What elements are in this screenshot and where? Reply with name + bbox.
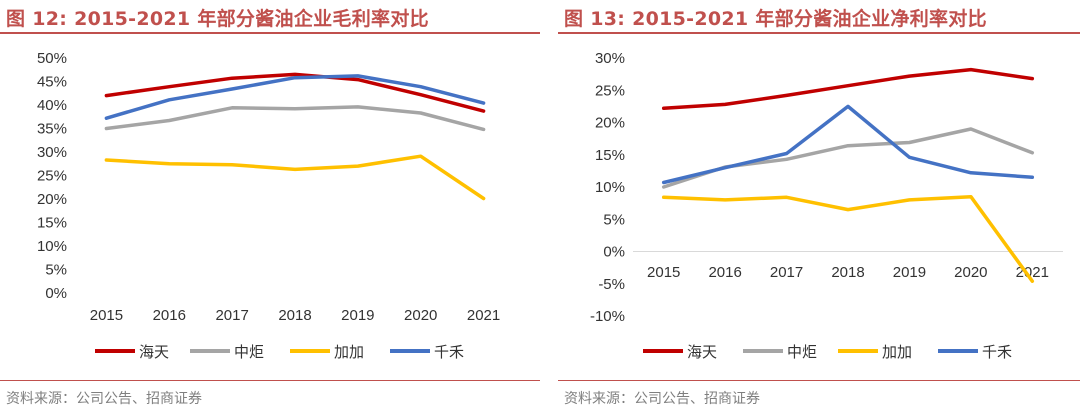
x-tick-label: 2018 — [278, 307, 311, 324]
x-tick-label: 2015 — [90, 307, 123, 324]
legend-label: 中炬 — [234, 343, 264, 361]
y-tick-label: 25% — [595, 82, 625, 99]
series-line-1 — [661, 67, 1035, 111]
series-line-2 — [661, 127, 1035, 189]
x-tick-label: 2020 — [404, 307, 437, 324]
legend-label: 海天 — [687, 343, 717, 361]
gross-margin-chart: 0% 5% 10% 15% 20% 25% 30% 35% 40% 45% 50% 2015 2016 2… — [37, 50, 500, 361]
y-tick-label: 20% — [595, 115, 625, 132]
y-tick-label: -10% — [590, 308, 625, 325]
net-margin-chart: -10% -5% 0% 5% 10% 15% 20% 25% 30% 2015 2016 2017 20… — [590, 50, 1063, 361]
y-tick-label: -5% — [598, 276, 625, 293]
x-tick-label: 2016 — [708, 264, 741, 281]
title-divider — [558, 32, 1080, 34]
y-tick-label: 35% — [37, 121, 67, 138]
source-divider — [0, 380, 540, 381]
y-tick-label: 0% — [45, 285, 67, 302]
y-tick-label: 30% — [37, 144, 67, 161]
chart-title: 图 13: 2015-2021 年部分酱油企业净利率对比 — [564, 8, 987, 30]
legend-label: 海天 — [139, 343, 169, 361]
y-tick-label: 10% — [37, 238, 67, 255]
chart-title: 图 12: 2015-2021 年部分酱油企业毛利率对比 — [6, 8, 429, 30]
legend-label: 中炬 — [787, 343, 817, 361]
y-tick-label: 5% — [603, 211, 625, 228]
x-tick-label: 2018 — [831, 264, 864, 281]
series-line-3 — [661, 194, 1035, 283]
legend-label: 千禾 — [982, 343, 1012, 361]
legend-label: 加加 — [882, 343, 912, 361]
y-tick-label: 0% — [603, 244, 625, 261]
y-tick-label: 30% — [595, 50, 625, 67]
x-tick-label: 2017 — [770, 264, 803, 281]
y-tick-label: 20% — [37, 191, 67, 208]
chart-panel-gross-margin: 图 12: 2015-2021 年部分酱油企业毛利率对比 0% 5% 10% 15% 2… — [0, 8, 540, 407]
x-tick-label: 2021 — [467, 307, 500, 324]
source-note: 资料来源：公司公告、招商证券 — [564, 391, 760, 407]
x-tick-label: 2015 — [647, 264, 680, 281]
x-tick-label: 2019 — [341, 307, 374, 324]
x-tick-label: 2017 — [215, 307, 248, 324]
y-tick-label: 15% — [37, 215, 67, 232]
y-tick-label: 50% — [37, 50, 67, 67]
y-tick-label: 45% — [37, 74, 67, 91]
y-tick-label: 25% — [37, 168, 67, 185]
series-line-4 — [661, 104, 1035, 185]
series-line-3 — [104, 154, 486, 201]
series-line-1 — [104, 72, 486, 113]
series-line-4 — [104, 74, 486, 120]
x-tick-label: 2020 — [954, 264, 987, 281]
series-line-2 — [104, 105, 486, 132]
source-note: 资料来源：公司公告、招商证券 — [6, 391, 202, 407]
y-tick-label: 5% — [45, 262, 67, 279]
y-tick-label: 10% — [595, 179, 625, 196]
x-tick-label: 2019 — [893, 264, 926, 281]
chart-panel-net-margin: 图 13: 2015-2021 年部分酱油企业净利率对比 -10% -5% 0% 5%… — [558, 0, 1080, 417]
legend-label: 千禾 — [434, 343, 464, 361]
x-tick-label: 2016 — [153, 307, 186, 324]
y-tick-label: 40% — [37, 97, 67, 114]
y-tick-label: 15% — [595, 147, 625, 164]
legend-label: 加加 — [334, 343, 364, 361]
title-divider — [0, 32, 540, 34]
source-divider — [558, 380, 1080, 381]
